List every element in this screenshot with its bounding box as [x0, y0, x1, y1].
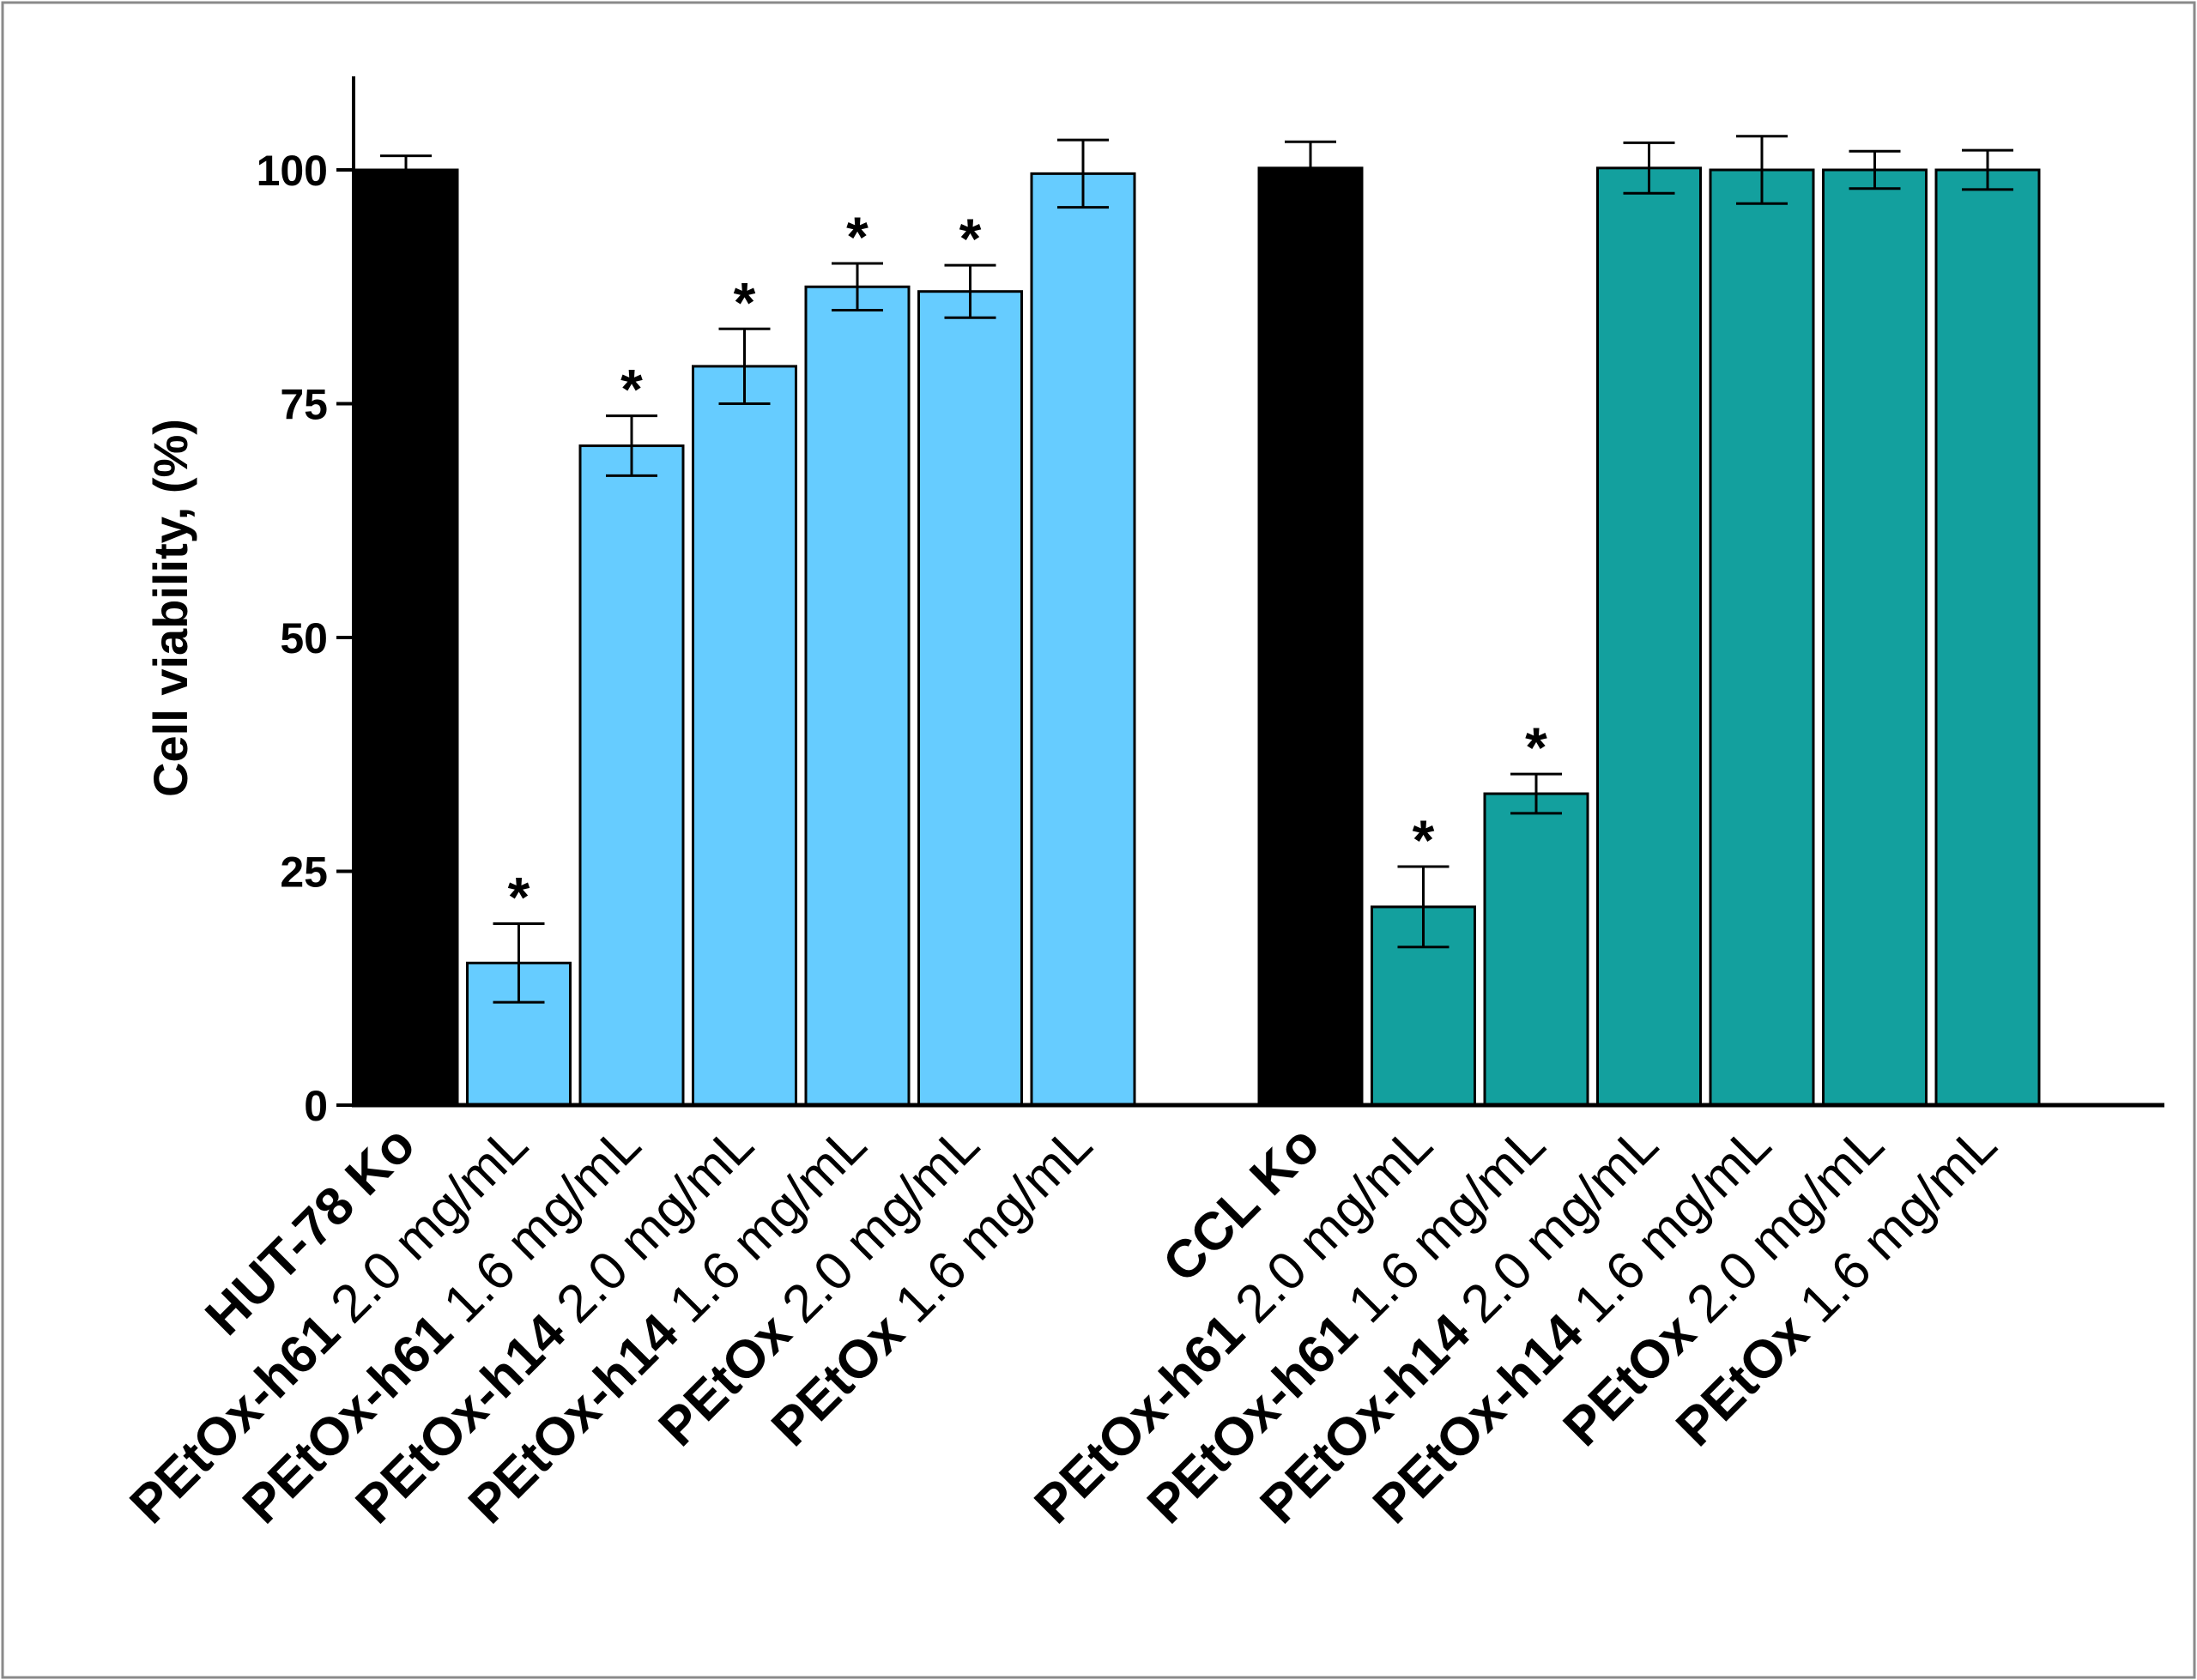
bar-hut-78-5 — [917, 290, 1023, 1107]
bar-ccl-6 — [1934, 168, 2041, 1107]
bar-hut-78-4 — [804, 285, 911, 1107]
significance-star: * — [1413, 808, 1435, 872]
y-tick-label: 75 — [280, 381, 328, 429]
bar-hut-78-2 — [578, 444, 685, 1107]
bar-hut-78-0 — [353, 168, 459, 1107]
significance-star: * — [620, 358, 643, 421]
y-tick-label: 0 — [304, 1082, 328, 1130]
significance-star: * — [959, 207, 982, 270]
y-tick-label: 25 — [280, 849, 328, 897]
significance-star: * — [734, 270, 756, 334]
bar-ccl-3 — [1596, 166, 1702, 1107]
bar-ccl-5 — [1822, 168, 1928, 1107]
y-tick-label: 100 — [257, 147, 328, 195]
y-tick-label: 50 — [280, 614, 328, 662]
y-axis-title: Cell viability, (%) — [143, 419, 197, 797]
bar-hut-78-3 — [692, 365, 797, 1107]
significance-star: * — [846, 205, 869, 269]
bar-ccl-4 — [1709, 168, 1815, 1107]
bar-ccl-2 — [1483, 792, 1589, 1107]
bar-hut-78-6 — [1030, 172, 1136, 1107]
significance-star: * — [1525, 716, 1547, 779]
bar-ccl-0 — [1257, 166, 1364, 1107]
significance-star: * — [508, 866, 530, 929]
